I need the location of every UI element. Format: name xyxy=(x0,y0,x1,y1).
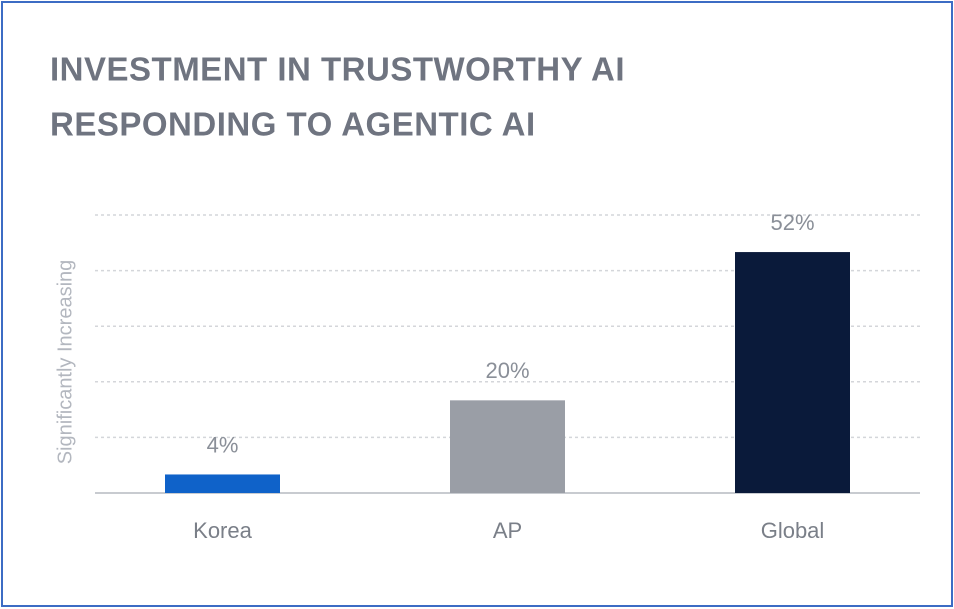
chart-title: INVESTMENT IN TRUSTWORTHY AI xyxy=(50,51,625,88)
bar xyxy=(165,474,280,493)
value-label: 20% xyxy=(485,358,529,383)
x-tick-label: Global xyxy=(761,518,825,543)
y-axis-label: Significantly Increasing xyxy=(54,260,76,465)
bar xyxy=(450,400,565,493)
bar xyxy=(735,252,850,493)
x-tick-label: Korea xyxy=(193,518,252,543)
value-label: 4% xyxy=(207,432,239,457)
x-tick-label: AP xyxy=(493,518,522,543)
value-label: 52% xyxy=(770,210,814,235)
chart-title: RESPONDING TO AGENTIC AI xyxy=(50,106,536,143)
